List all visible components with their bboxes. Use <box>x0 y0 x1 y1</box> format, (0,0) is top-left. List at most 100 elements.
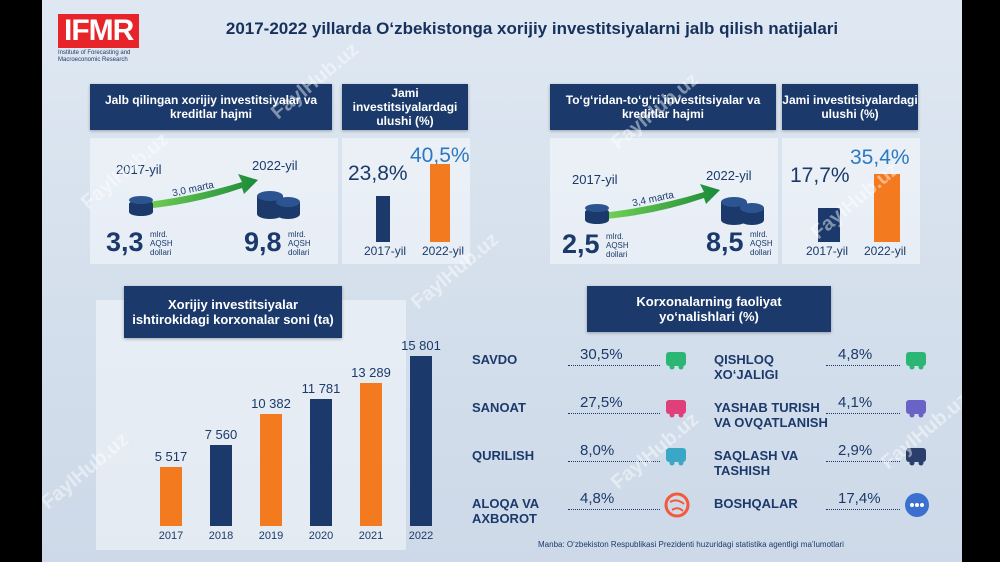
factory-icon <box>664 396 688 423</box>
forklift-icon <box>904 444 928 471</box>
right-share-header: Jami investitsiyalardagi ulushi (%) <box>782 84 918 130</box>
sector-name: SAVDO <box>472 352 518 367</box>
right-share-2017-value: 17,7% <box>790 164 850 187</box>
chart-tick-label: 2019 <box>258 530 284 542</box>
sector-dotted-line <box>568 509 660 510</box>
chart-tick-label: 2021 <box>358 530 384 542</box>
chart-data-label: 10 382 <box>251 396 291 412</box>
chart-tick-label: 2018 <box>208 530 234 542</box>
left-year-start: 2017-yil <box>116 162 162 177</box>
left-share-2022-bar <box>430 164 450 242</box>
chart-data-label: 15 801 <box>401 338 441 353</box>
chart-data-label: 7 560 <box>204 426 238 442</box>
chart-bar-2017 <box>160 466 182 526</box>
source-note: Manba: O‘zbekiston Respublikasi Preziden… <box>538 540 844 549</box>
left-share-2017-bar <box>376 196 390 242</box>
dots-icon <box>904 492 930 523</box>
sector-name: SAQLASH VA TASHISH <box>714 448 798 478</box>
chart-data-label: 5 517 <box>154 448 188 464</box>
right-unit-end: mlrd. AQSH dollari <box>750 230 773 257</box>
right-growth-arrow <box>592 184 720 220</box>
left-growth-arrow <box>130 174 258 210</box>
right-share-2022-value: 35,4% <box>850 146 910 169</box>
coins-large-icon <box>718 188 766 233</box>
sector-name: QISHLOQ XO‘JALIGI <box>714 352 779 382</box>
sector-name: SANOAT <box>472 400 526 415</box>
chart-bar-2018 <box>210 444 232 526</box>
left-value-start: 3,3 <box>106 227 144 257</box>
right-share-2022-bar <box>874 174 900 242</box>
sector-percent: 17,4% <box>838 490 881 507</box>
sector-row: ALOQA VA AXBOROT 4,8% <box>472 488 694 536</box>
right-value-end: 8,5 <box>706 227 744 257</box>
infographic-canvas: IFMR Institute of Forecasting and Macroe… <box>42 0 962 562</box>
left-volume-header: Jalb qilingan xorijiy investitsiyalar va… <box>90 84 332 130</box>
chart-data-label: 11 781 <box>301 381 341 397</box>
sectors-right-list: QISHLOQ XO‘JALIGI 4,8% YASHAB TURISH VA OV… <box>714 340 934 530</box>
right-share-2022-label: 2022-yil <box>864 244 907 258</box>
coins-small-icon <box>126 192 156 223</box>
left-share-2017-label: 2017-yil <box>364 244 407 258</box>
logo: IFMR Institute of Forecasting and Macroe… <box>58 14 148 68</box>
sector-row: BOSHQALAR 17,4% <box>714 488 934 536</box>
sector-name: BOSHQALAR <box>714 496 798 511</box>
coins-large-icon <box>254 182 302 227</box>
right-unit-start: mlrd. AQSH dollari <box>606 232 629 259</box>
sector-percent: 4,8% <box>580 490 615 507</box>
sector-percent: 2,9% <box>838 442 873 459</box>
sector-percent: 8,0% <box>580 442 615 459</box>
left-share-2017-value: 23,8% <box>348 162 408 185</box>
sector-percent: 4,8% <box>838 346 873 363</box>
right-year-start: 2017-yil <box>572 172 618 187</box>
chart-data-label: 13 289 <box>351 365 391 381</box>
sectors-left-list: SAVDO 30,5% SANOAT 27,5% QURILISH 8,0% ALOQA V… <box>472 340 712 530</box>
right-volume-header: To‘g‘ridan-to‘g‘ri investitsiyalar va kr… <box>550 84 776 130</box>
sector-percent: 4,1% <box>838 394 873 411</box>
sector-name: YASHAB TURISH VA OVQATLANISH <box>714 400 828 430</box>
page-title: 2017-2022 yillarda O‘zbekistonga xorijiy… <box>225 19 839 38</box>
cart-icon <box>664 348 688 375</box>
crane-icon <box>664 444 688 471</box>
sector-dotted-line <box>826 509 900 510</box>
chart-bar-2019 <box>260 414 282 526</box>
left-share-header: Jami investitsiyalardagi ulushi (%) <box>342 84 468 130</box>
chart-tick-label: 2022 <box>408 530 434 542</box>
sector-percent: 30,5% <box>580 346 623 363</box>
sector-dotted-line <box>826 365 900 366</box>
right-share-2017-label: 2017-yil <box>806 244 849 258</box>
sector-row: QISHLOQ XO‘JALIGI 4,8% <box>714 344 934 392</box>
right-year-end: 2022-yil <box>706 168 752 183</box>
sector-row: SANOAT 27,5% <box>472 392 694 440</box>
sector-dotted-line <box>568 461 660 462</box>
logo-subtitle: Institute of Forecasting and Macroeconom… <box>58 50 131 63</box>
sector-name: ALOQA VA AXBOROT <box>472 496 539 526</box>
sector-name: QURILISH <box>472 448 535 463</box>
sector-dotted-line <box>568 413 660 414</box>
sector-percent: 27,5% <box>580 394 623 411</box>
right-share-2017-bar <box>818 208 840 242</box>
sector-row: SAQLASH VA TASHISH 2,9% <box>714 440 934 488</box>
chart-bar-2022 <box>410 356 432 526</box>
sector-row: YASHAB TURISH VA OVQATLANISH 4,1% <box>714 392 934 440</box>
chart-tick-label: 2020 <box>308 530 334 542</box>
sector-row: QURILISH 8,0% <box>472 440 694 488</box>
enterprise-bar-chart: 5 517 2017 7 560 2018 10 382 2019 11 781 2020 13… <box>96 300 441 550</box>
globe-icon <box>664 492 690 523</box>
left-share-2022-label: 2022-yil <box>422 244 465 258</box>
right-value-start: 2,5 <box>562 229 600 259</box>
hotel-icon <box>904 396 928 423</box>
sector-dotted-line <box>568 365 660 366</box>
chart-bar-2020 <box>310 399 332 526</box>
sector-dotted-line <box>826 413 900 414</box>
sector-dotted-line <box>826 461 900 462</box>
left-unit-end: mlrd. AQSH dollari <box>288 230 311 257</box>
left-value-end: 9,8 <box>244 227 282 257</box>
chart-title: Xorijiy investitsiyalar ishtirokidagi ko… <box>124 286 342 338</box>
sector-row: SAVDO 30,5% <box>472 344 694 392</box>
tractor-icon <box>904 348 928 375</box>
sectors-header: Korxonalarning faoliyat yo‘nalishlari (%… <box>587 286 831 332</box>
coins-small-icon <box>582 200 612 231</box>
left-unit-start: mlrd. AQSH dollari <box>150 230 173 257</box>
chart-tick-label: 2017 <box>158 530 184 542</box>
left-share-2022-value: 40,5% <box>410 144 470 167</box>
